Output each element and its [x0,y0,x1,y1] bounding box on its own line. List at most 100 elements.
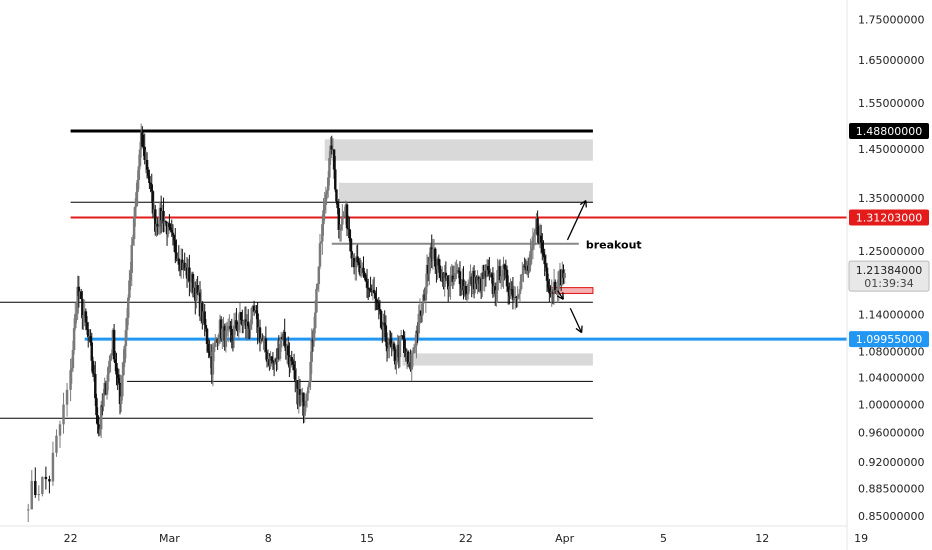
candle [258,319,262,352]
y-tick-label: 0.85000000 [858,510,924,523]
candle [126,294,130,326]
candle [279,331,283,352]
candle [299,388,303,406]
candle [417,304,421,338]
candle [37,485,41,501]
candle [543,248,546,277]
candles-layer [26,123,566,522]
candle [359,260,363,278]
y-tick-label: 1.00000000 [858,398,924,411]
candle [130,236,133,287]
candle [465,293,469,303]
x-tick-label: 12 [755,532,769,545]
candle [406,350,410,368]
x-tick-label: 15 [360,532,374,545]
y-tick-label: 1.14000000 [858,308,924,321]
candle [330,135,333,155]
candle [523,257,526,268]
candle [334,156,337,193]
y-tick-label: 1.65000000 [858,54,924,67]
y-tick-label: 1.55000000 [858,97,924,110]
candle [310,328,313,374]
y-tick-label: 0.92000000 [858,456,924,469]
y-tick-label: 1.45000000 [858,143,924,156]
candle [262,335,265,350]
candle [541,233,544,261]
candle [163,215,166,233]
candle [329,136,332,165]
candle [412,343,416,354]
candle [81,290,84,330]
y-axis[interactable]: 1.75000000 1.65000000 1.55000000 1.45000000… [858,13,924,523]
candle [534,227,537,246]
candle [557,270,561,301]
candle [82,306,85,331]
candle [191,271,195,298]
candle [464,281,468,300]
candle [554,279,557,294]
candle [221,318,224,349]
candle [256,302,259,345]
candle [51,441,55,486]
candle [317,266,321,293]
y-tick-label: 0.88500000 [858,482,924,495]
y-tick-label: 1.25000000 [858,245,924,258]
y-tick-label: 1.75000000 [858,13,924,26]
candle [394,346,397,370]
candle [462,266,465,300]
arrow-0 [566,199,587,241]
candle [246,309,250,339]
y-tick-label: 1.35000000 [858,192,924,205]
arrow-1 [569,307,583,334]
y-tick-label: 1.04000000 [858,371,924,384]
zone-2 [402,353,593,366]
candle [509,278,512,299]
candle [65,382,69,417]
zone-1 [338,182,593,204]
candle [352,253,356,275]
candle [141,126,144,147]
candle [117,368,121,385]
candle [339,224,343,242]
candle [76,275,79,321]
arrows-layer [556,199,587,334]
candle [265,349,269,368]
candle [316,283,319,291]
candle [548,278,551,302]
candle [74,302,77,331]
candle [350,239,353,268]
level-lines-layer [0,129,847,419]
candle [298,379,302,407]
candle [455,259,458,280]
x-tick-label: 22 [459,532,473,545]
candle [456,263,459,274]
candle [389,330,392,348]
candle [143,133,146,165]
candle [337,198,341,239]
candle [188,254,191,297]
candle [34,467,37,498]
candle [62,392,65,434]
x-axis[interactable]: 22 Mar 8 15 22 Apr 5 12 19 [64,532,869,545]
candle [369,276,372,293]
candle [252,300,256,316]
candle [443,264,446,297]
candle [55,429,58,457]
candle [30,470,33,510]
candle [532,232,536,251]
x-tick-label: 5 [660,532,667,545]
level-badge-support-blue: 1.09955000 [849,331,929,348]
candle [322,198,325,236]
candle [86,322,90,348]
candle [208,339,211,359]
y-tick-label: 0.96000000 [858,426,924,439]
candle [438,259,442,279]
candle [123,344,126,367]
candle [488,257,491,281]
candle [115,352,118,386]
candle [232,313,236,348]
x-tick-label: Apr [555,532,575,545]
candle [563,269,566,284]
candle [235,308,238,332]
